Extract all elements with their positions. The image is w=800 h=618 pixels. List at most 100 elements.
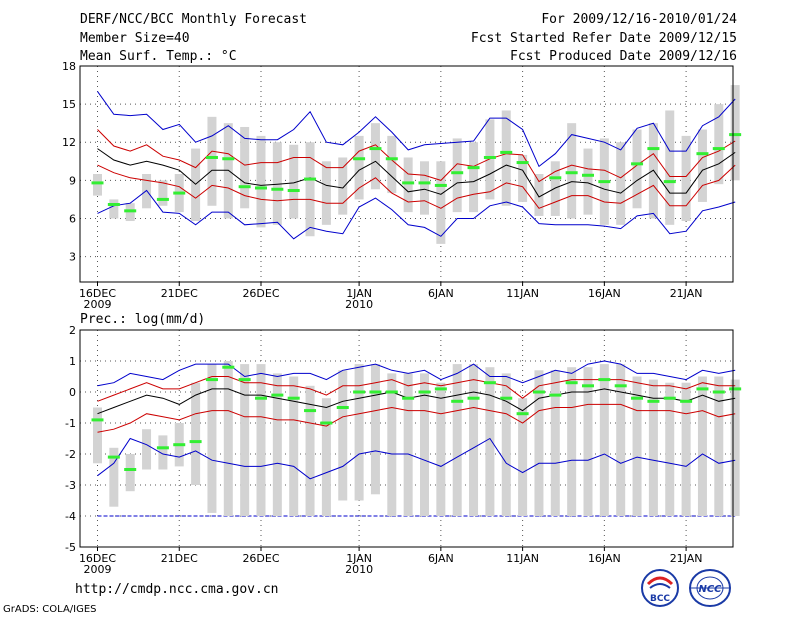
precip-label: Prec.: log(mm/d) bbox=[80, 312, 206, 327]
p1-box-17 bbox=[370, 364, 380, 495]
p1-ytick-label: 2 bbox=[69, 324, 76, 337]
bcc-logo-text: BCC bbox=[650, 594, 670, 604]
p1-box-25 bbox=[501, 373, 511, 516]
p0-box-20 bbox=[420, 161, 429, 215]
p0-observed-marker-7 bbox=[205, 155, 218, 159]
p0-xtick-label: 26DEC bbox=[242, 287, 279, 300]
p1-ytick-label: -4 bbox=[65, 510, 76, 523]
p1-observed-marker-28 bbox=[549, 393, 562, 397]
p1-box-32 bbox=[616, 364, 626, 516]
p0-observed-marker-9 bbox=[238, 185, 251, 189]
p1-box-13 bbox=[305, 385, 315, 516]
p1-observed-marker-10 bbox=[255, 396, 267, 400]
p1-observed-marker-16 bbox=[353, 390, 366, 394]
p0-observed-marker-10 bbox=[255, 186, 267, 190]
p1-ytick-label: 1 bbox=[69, 355, 76, 368]
p1-plot-frame bbox=[79, 329, 734, 548]
p1-median-line bbox=[97, 388, 736, 415]
p1-observed-marker-0 bbox=[91, 418, 104, 422]
p1-box-21 bbox=[436, 382, 446, 516]
p1-box-26 bbox=[518, 398, 528, 516]
p0-box-23 bbox=[469, 142, 479, 213]
p1-box-29 bbox=[567, 367, 577, 516]
grads-credit: GrADS: COLA/IGES bbox=[3, 604, 97, 615]
p1-observed-marker-31 bbox=[598, 378, 611, 382]
p0-box-19 bbox=[403, 157, 413, 213]
p0-observed-marker-13 bbox=[304, 177, 317, 181]
p1-xtick-label: 11JAN bbox=[506, 552, 539, 565]
p0-xtick-label: 11JAN bbox=[506, 287, 539, 300]
chart-title: DERF/NCC/BCC Monthly Forecast bbox=[80, 12, 307, 27]
p0-observed-marker-2 bbox=[124, 209, 137, 213]
p0-observed-marker-17 bbox=[369, 147, 382, 151]
p1-inner-lower-line bbox=[97, 403, 736, 433]
p1-xtick-label: 21DEC bbox=[161, 552, 198, 565]
p1-xtick-label: 21JAN bbox=[670, 552, 703, 565]
p1-box-4 bbox=[158, 435, 168, 470]
p0-xtick-label: 1JAN bbox=[346, 287, 372, 300]
p0-box-37 bbox=[697, 129, 707, 202]
p1-observed-marker-4 bbox=[156, 446, 169, 450]
p0-box-1 bbox=[109, 199, 119, 219]
p0-observed-marker-21 bbox=[434, 183, 447, 187]
p1-box-33 bbox=[632, 376, 642, 516]
p1-observed-marker-11 bbox=[271, 393, 284, 397]
p1-box-37 bbox=[697, 376, 707, 516]
p1-observed-marker-12 bbox=[287, 396, 300, 400]
p0-ytick-label: 18 bbox=[62, 60, 76, 73]
p0-observed-marker-34 bbox=[647, 147, 660, 151]
p1-box-22 bbox=[452, 364, 462, 516]
source-url[interactable]: http://cmdp.ncc.cma.gov.cn bbox=[75, 582, 279, 597]
p1-observed-marker-9 bbox=[238, 378, 251, 382]
p0-box-7 bbox=[207, 116, 217, 206]
p0-box-29 bbox=[567, 123, 577, 219]
p0-observed-marker-8 bbox=[222, 157, 235, 161]
p0-xtick-year: 2009 bbox=[84, 298, 112, 311]
p1-observed-marker-20 bbox=[418, 390, 431, 394]
p1-box-28 bbox=[550, 370, 560, 516]
p0-box-25 bbox=[501, 110, 511, 206]
p1-box-12 bbox=[289, 376, 299, 516]
p0-xtick-label: 16JAN bbox=[588, 287, 621, 300]
p0-box-21 bbox=[436, 161, 446, 244]
p0-observed-marker-5 bbox=[173, 191, 186, 195]
p1-ytick-label: 0 bbox=[69, 386, 76, 399]
p1-xtick-year: 2009 bbox=[84, 563, 112, 576]
ncc-logo-text: NCC bbox=[698, 584, 722, 595]
p1-xtick-label: 1JAN bbox=[346, 552, 372, 565]
p0-ytick-label: 6 bbox=[69, 212, 76, 225]
p0-xtick-label: 16DEC bbox=[79, 287, 116, 300]
p0-observed-marker-0 bbox=[91, 181, 104, 185]
p1-observed-marker-1 bbox=[107, 455, 120, 459]
p1-box-8 bbox=[223, 361, 233, 516]
p1-observed-marker-18 bbox=[385, 390, 398, 394]
p0-observed-marker-28 bbox=[549, 176, 562, 180]
p0-observed-marker-26 bbox=[516, 161, 529, 165]
p0-box-27 bbox=[534, 174, 544, 216]
p0-xtick-label: 6JAN bbox=[428, 287, 454, 300]
p0-box-13 bbox=[305, 142, 315, 237]
p1-observed-marker-23 bbox=[467, 396, 480, 400]
p0-box-0 bbox=[93, 174, 102, 196]
p1-box-7 bbox=[207, 364, 217, 513]
p0-outer-upper-line bbox=[97, 91, 736, 168]
p1-box-1 bbox=[109, 447, 119, 507]
p0-xtick-year: 2010 bbox=[345, 298, 373, 311]
p1-observed-marker-33 bbox=[631, 396, 644, 400]
p1-observed-marker-17 bbox=[369, 390, 382, 394]
p1-observed-marker-25 bbox=[500, 396, 513, 400]
p0-observed-marker-19 bbox=[402, 181, 415, 185]
p1-box-31 bbox=[599, 364, 609, 516]
p1-observed-marker-38 bbox=[712, 390, 725, 394]
p0-plot-frame bbox=[79, 65, 734, 283]
p1-observed-marker-35 bbox=[663, 396, 676, 400]
p1-box-38 bbox=[714, 376, 724, 516]
p1-box-16 bbox=[354, 364, 364, 501]
p0-observed-marker-38 bbox=[712, 147, 725, 151]
p1-observed-marker-6 bbox=[189, 440, 202, 444]
p0-box-28 bbox=[550, 161, 560, 216]
p0-box-36 bbox=[681, 135, 691, 222]
forecast-period: For 2009/12/16-2010/01/24 bbox=[541, 12, 737, 27]
bcc-logo-icon: BCC bbox=[641, 569, 679, 607]
p1-box-9 bbox=[240, 364, 250, 516]
